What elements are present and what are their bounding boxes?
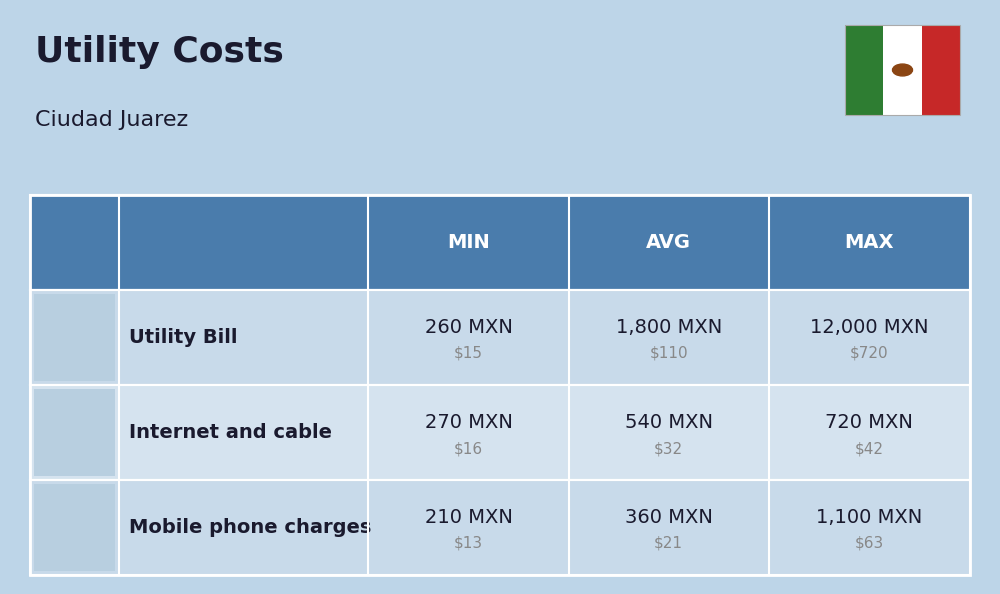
Text: 360 MXN: 360 MXN — [625, 508, 713, 527]
Text: 540 MXN: 540 MXN — [625, 413, 713, 432]
Text: $110: $110 — [649, 346, 688, 361]
Text: MIN: MIN — [447, 233, 490, 252]
Text: 12,000 MXN: 12,000 MXN — [810, 318, 929, 337]
Text: 720 MXN: 720 MXN — [825, 413, 913, 432]
Text: 210 MXN: 210 MXN — [425, 508, 512, 527]
Text: 270 MXN: 270 MXN — [425, 413, 512, 432]
Text: $15: $15 — [454, 346, 483, 361]
Text: $21: $21 — [654, 536, 683, 551]
Text: $63: $63 — [855, 536, 884, 551]
Text: MAX: MAX — [845, 233, 894, 252]
Text: 1,100 MXN: 1,100 MXN — [816, 508, 923, 527]
Text: $13: $13 — [454, 536, 483, 551]
Text: Internet and cable: Internet and cable — [129, 423, 332, 442]
Text: 260 MXN: 260 MXN — [425, 318, 512, 337]
Text: 1,800 MXN: 1,800 MXN — [616, 318, 722, 337]
Text: $32: $32 — [654, 441, 683, 456]
Text: Mobile phone charges: Mobile phone charges — [129, 518, 372, 537]
Text: Utility Bill: Utility Bill — [129, 328, 238, 347]
Text: Utility Costs: Utility Costs — [35, 35, 284, 69]
Text: $16: $16 — [454, 441, 483, 456]
Text: $42: $42 — [855, 441, 884, 456]
Text: Ciudad Juarez: Ciudad Juarez — [35, 110, 188, 130]
Text: AVG: AVG — [646, 233, 691, 252]
Text: $720: $720 — [850, 346, 889, 361]
